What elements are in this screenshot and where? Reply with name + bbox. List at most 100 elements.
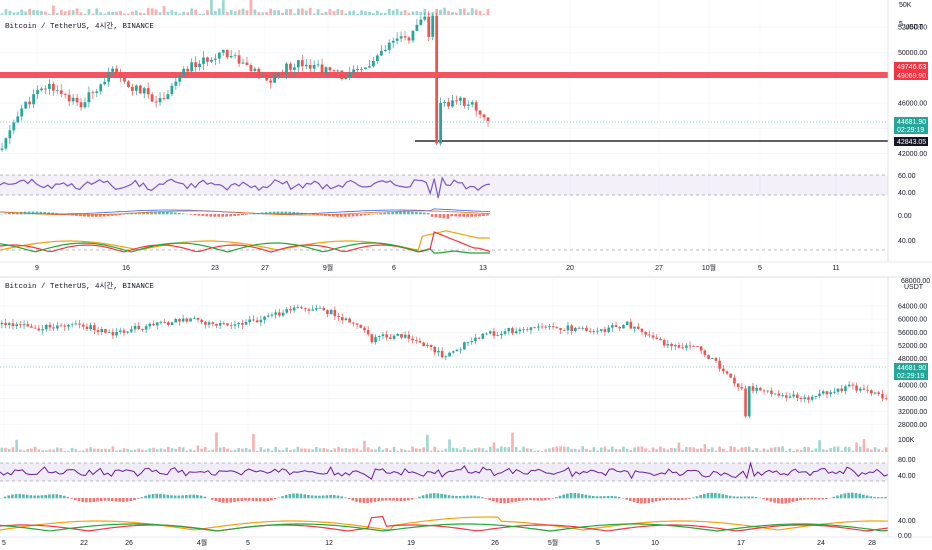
macd-bar [710, 492, 713, 499]
volume-bar [688, 447, 692, 452]
macd-bar [592, 495, 595, 499]
macd-bar [521, 498, 525, 501]
macd-bar [3, 213, 7, 215]
candle-body [348, 318, 351, 323]
macd-bar [355, 498, 358, 502]
volume-bar [858, 446, 862, 452]
macd-bar [814, 498, 817, 500]
candle-body [248, 319, 252, 323]
price-tick: 32000.00 [898, 409, 927, 416]
candle-body [71, 97, 75, 102]
candle-body [725, 371, 729, 374]
candle-body [370, 334, 374, 343]
candle-body [87, 92, 91, 103]
candle-body [74, 323, 78, 325]
candle-body [83, 102, 87, 108]
macd-bar [29, 495, 33, 499]
candle-body [146, 88, 150, 95]
volume-bar [607, 449, 610, 452]
volume-bar [364, 11, 367, 15]
top-chart-panel[interactable]: Bitcoin / TetherUS, 4시간, BINANCE 50K 5 U… [0, 0, 932, 272]
candle-body [577, 327, 581, 329]
candle-body [444, 356, 448, 358]
candle-body [548, 326, 551, 328]
macd-bar [442, 214, 446, 219]
candle-body [99, 84, 103, 92]
candle-body [614, 325, 618, 327]
volume-bar [285, 447, 289, 452]
candle-body [703, 350, 707, 356]
volume-bar [788, 448, 792, 452]
volume-bar [71, 10, 75, 15]
volume-bar [225, 11, 229, 15]
volume-bar [714, 450, 718, 452]
candle-body [174, 81, 178, 86]
candle-body [328, 67, 332, 71]
volume-bar [103, 13, 107, 15]
time-tick: 27 [655, 265, 663, 272]
candle-body [403, 36, 407, 38]
bottom-gridlines [0, 277, 888, 537]
candle-body [692, 345, 696, 347]
candle-body [419, 19, 423, 25]
volume-bar [127, 13, 130, 15]
candle-body [122, 330, 126, 333]
candle-body [840, 388, 844, 392]
candle-body [522, 329, 525, 331]
resistance-upper-value: 49746.63 [897, 64, 926, 71]
volume-bar [41, 450, 44, 452]
bottom-chart-panel[interactable]: Bitcoin / TetherUS, 4시간, BINANCE 68000.0… [0, 276, 932, 547]
resistance-band[interactable] [0, 72, 888, 78]
macd-bar [466, 495, 469, 499]
candle-body [312, 64, 316, 69]
candle-body [407, 37, 411, 41]
candle-body [781, 395, 784, 397]
macd-bar [367, 214, 371, 215]
volume-bar [304, 10, 308, 15]
macd-bar [233, 214, 236, 217]
macd-bar [821, 498, 824, 500]
candle-body [192, 317, 196, 319]
candle-body [592, 331, 596, 332]
candle-body [662, 340, 666, 346]
candle-body [648, 334, 651, 336]
macd-bar [488, 498, 491, 501]
bottom-rsi-band [0, 463, 888, 481]
volume-bar [0, 447, 4, 452]
volume-bar [588, 450, 592, 452]
candle-body [332, 70, 336, 72]
volume-bar [614, 448, 618, 452]
macd-bar [169, 212, 173, 215]
volume-bar [329, 450, 333, 452]
macd-bar [31, 211, 35, 215]
volume-bar [415, 11, 419, 15]
macd-bar [482, 214, 485, 216]
macd-bar [884, 496, 887, 499]
volume-bar [681, 449, 684, 452]
top-volume-tick: 50K [899, 2, 912, 9]
macd-bar [499, 498, 503, 504]
candle-body [423, 16, 427, 20]
candle-body [259, 319, 263, 323]
volume-bar [51, 5, 55, 16]
candle-body [75, 97, 79, 103]
macd-bar [381, 498, 384, 501]
volume-bar [877, 449, 881, 452]
candle-body [24, 101, 28, 109]
candle-body [111, 332, 115, 336]
volume-bar [119, 10, 122, 15]
candle-body [44, 88, 47, 90]
macd-bar [832, 496, 836, 499]
volume-bar [312, 13, 316, 15]
macd-bar [680, 498, 684, 501]
macd-bar [37, 495, 40, 499]
volume-bar [70, 447, 74, 452]
volume-bar [348, 10, 352, 15]
candle-body [218, 323, 222, 326]
macd-bar [288, 493, 292, 499]
volume-bar [138, 12, 142, 15]
candle-body [796, 394, 799, 398]
macd-bar [14, 494, 18, 499]
candle-body [320, 64, 324, 74]
